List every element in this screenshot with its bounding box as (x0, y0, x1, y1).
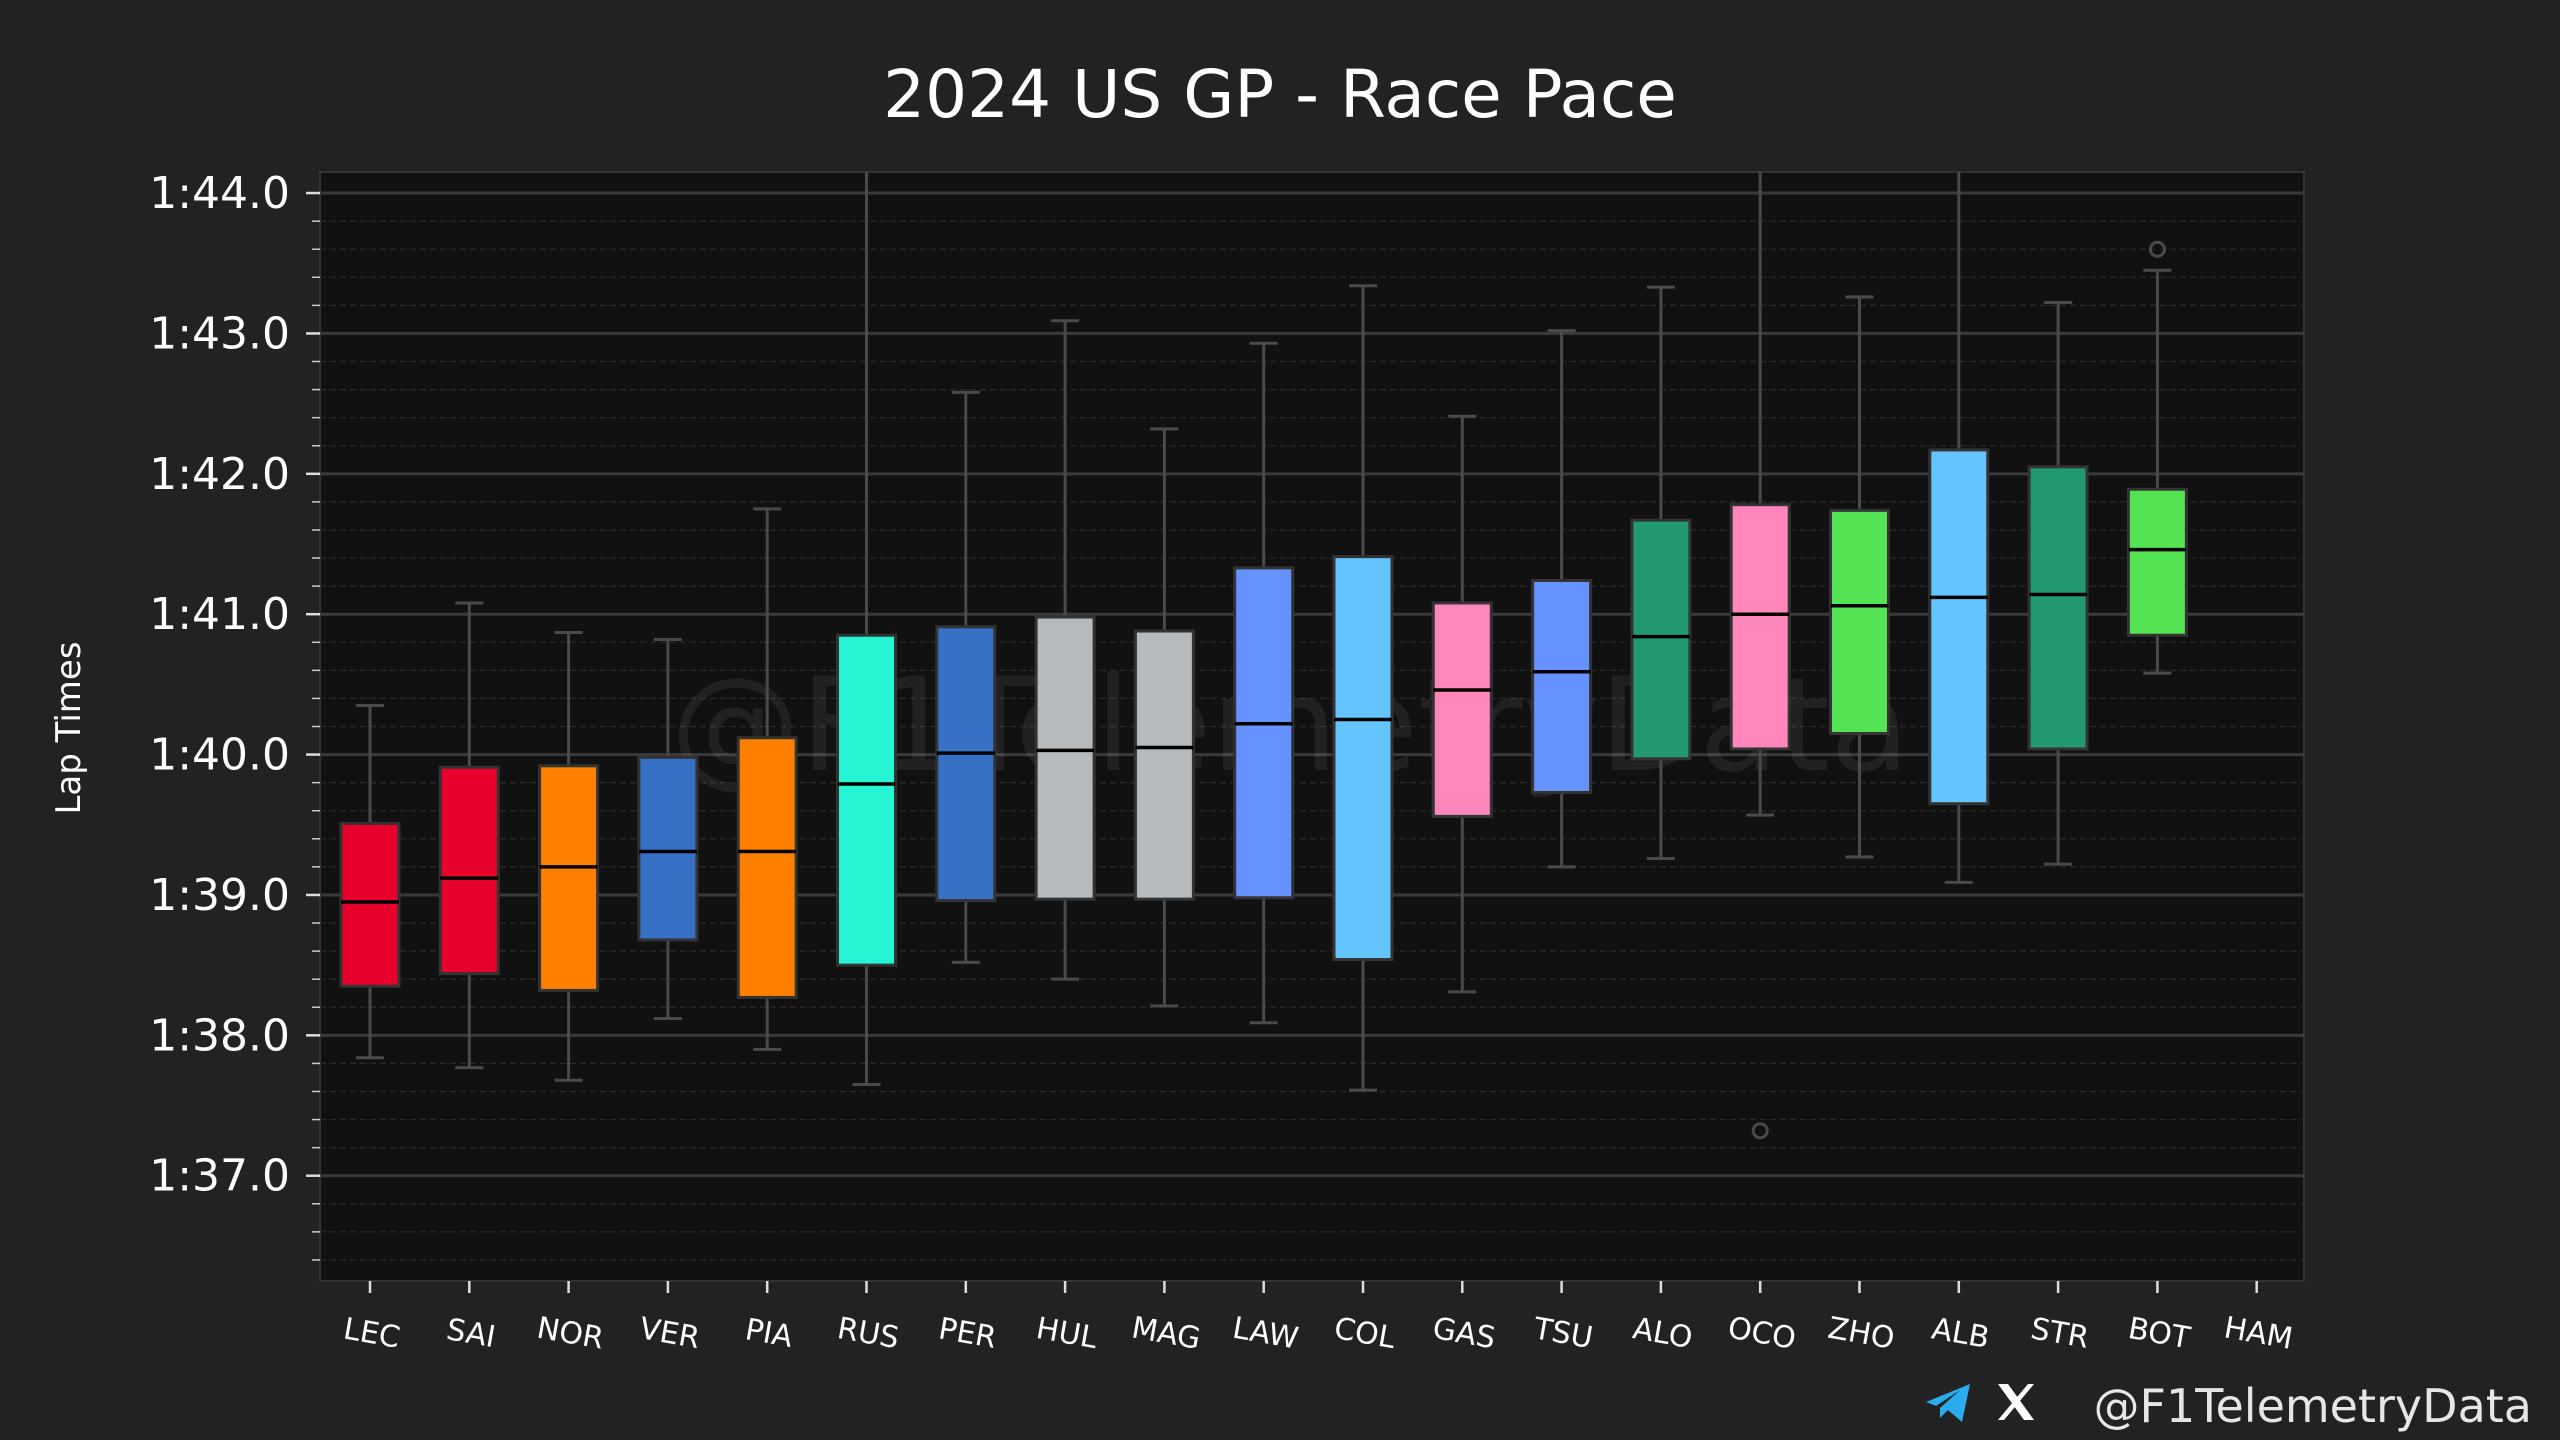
iqr-box (538, 764, 600, 992)
iqr-box (1233, 566, 1295, 900)
box-alo (1630, 285, 1692, 860)
x-tick-label: SAI (444, 1312, 498, 1355)
box-oco (1729, 172, 1791, 1140)
iqr-box (1928, 448, 1990, 806)
x-tick-label: GAS (1430, 1311, 1498, 1356)
box-lec (339, 703, 401, 1060)
credit: @F1TelemetryData (1926, 1379, 2532, 1433)
y-tick-label: 1:40.0 (149, 730, 290, 781)
box-per (935, 390, 997, 964)
box-bot (2126, 240, 2188, 675)
x-tick-label: HAM (2221, 1310, 2295, 1356)
y-axis-label: Lap Times (49, 641, 89, 814)
box-mag (1133, 427, 1195, 1008)
iqr-box (736, 736, 798, 999)
iqr-box (1829, 508, 1890, 736)
box-pia (736, 507, 798, 1051)
credit-handle: @F1TelemetryData (2093, 1379, 2532, 1433)
box-str (2027, 301, 2089, 866)
iqr-box (1332, 555, 1394, 962)
x-tick-label: NOR (534, 1311, 606, 1357)
y-tick-label: 1:37.0 (149, 1151, 290, 1202)
x-tick-label: MAG (1129, 1310, 1203, 1356)
x-tick-label: HUL (1034, 1311, 1101, 1356)
box-col (1332, 284, 1394, 1092)
y-tick-label: 1:44.0 (149, 168, 290, 219)
iqr-box (1133, 629, 1195, 901)
x-tick-label: RUS (835, 1311, 902, 1356)
iqr-box (1531, 579, 1593, 794)
y-tick-label: 1:39.0 (149, 870, 290, 921)
iqr-box (1729, 503, 1791, 751)
x-tick-label: LEC (341, 1311, 403, 1355)
box-ver (637, 637, 699, 1020)
box-nor (538, 630, 600, 1082)
iqr-box (836, 633, 897, 967)
telegram-icon (1926, 1384, 1970, 1422)
iqr-box (1034, 615, 1096, 901)
chart-title: 2024 US GP - Race Pace (883, 56, 1677, 133)
box-law (1233, 341, 1295, 1025)
y-tick-label: 1:38.0 (149, 1010, 290, 1061)
x-tick-label: ALO (1630, 1311, 1695, 1356)
box-hul (1034, 319, 1096, 981)
box-plots (339, 172, 2188, 1140)
box-zho (1829, 295, 1890, 859)
x-tick-label: BOT (2125, 1311, 2193, 1356)
major-grid (320, 191, 2304, 1178)
x-tick-label: LAW (1230, 1311, 1301, 1357)
x-tick-label: PIA (742, 1312, 795, 1355)
iqr-box (935, 625, 997, 903)
y-tick-label: 1:42.0 (149, 449, 290, 500)
iqr-box (637, 755, 699, 942)
x-tick-label: COL (1331, 1311, 1398, 1356)
iqr-box (339, 821, 401, 988)
y-tick-label: 1:43.0 (149, 308, 290, 359)
box-tsu (1531, 329, 1593, 869)
x-tick-label: ZHO (1825, 1311, 1897, 1357)
iqr-box (1630, 518, 1692, 761)
box-rus (836, 172, 897, 1086)
x-tick-label: ALB (1929, 1311, 1992, 1356)
iqr-box (2027, 465, 2089, 751)
iqr-box (438, 765, 500, 976)
x-tick-label: TSU (1530, 1311, 1595, 1356)
box-alb (1928, 172, 1990, 884)
x-axis: LEC SAI NOR VER PIA RUS PER HUL MAG LAW COL GAS TSU A… (341, 1281, 2295, 1357)
outlier-point (2148, 240, 2166, 258)
x-icon (1998, 1384, 2034, 1420)
y-axis: 1:37.0 1:38.0 1:39.0 1:40.0 1:41.0 1:42.0 1:43… (149, 168, 320, 1261)
box-sai (438, 601, 500, 1070)
x-tick-label: STR (2028, 1311, 2091, 1356)
x-tick-label: VER (637, 1311, 702, 1356)
iqr-box (1431, 601, 1493, 818)
box-gas (1431, 414, 1493, 994)
iqr-box (2126, 487, 2188, 637)
outlier-point (1751, 1122, 1769, 1140)
x-tick-label: OCO (1725, 1310, 1798, 1356)
y-tick-label: 1:41.0 (149, 589, 290, 640)
x-tick-label: PER (936, 1311, 999, 1356)
